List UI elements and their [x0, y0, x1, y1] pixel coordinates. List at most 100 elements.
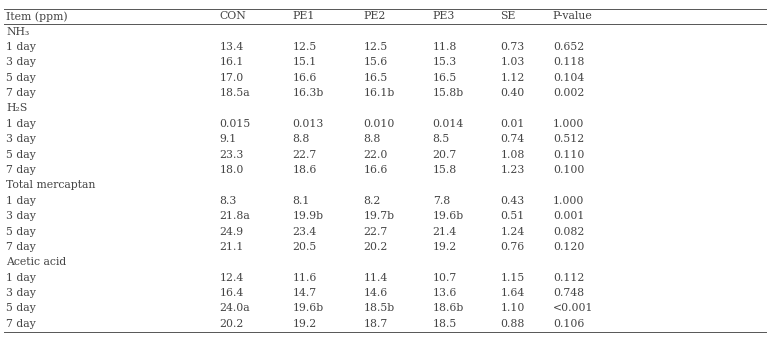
Text: 8.8: 8.8 [293, 134, 310, 144]
Text: 17.0: 17.0 [219, 73, 243, 83]
Text: 0.88: 0.88 [500, 319, 525, 329]
Text: 1 day: 1 day [6, 119, 36, 129]
Text: 0.74: 0.74 [500, 134, 524, 144]
Text: 0.015: 0.015 [219, 119, 251, 129]
Text: P-value: P-value [553, 12, 593, 21]
Text: 15.3: 15.3 [433, 57, 457, 67]
Text: Total mercaptan: Total mercaptan [6, 181, 95, 190]
Text: 21.1: 21.1 [219, 242, 244, 252]
Text: <0.001: <0.001 [553, 303, 594, 313]
Text: 16.1b: 16.1b [363, 88, 395, 98]
Text: 0.51: 0.51 [500, 211, 524, 221]
Text: 5 day: 5 day [6, 226, 36, 237]
Text: 12.4: 12.4 [219, 273, 243, 283]
Text: 16.6: 16.6 [293, 73, 317, 83]
Text: 3 day: 3 day [6, 134, 36, 144]
Text: 16.4: 16.4 [219, 288, 243, 298]
Text: 0.112: 0.112 [553, 273, 584, 283]
Text: 0.110: 0.110 [553, 150, 584, 159]
Text: 11.4: 11.4 [363, 273, 387, 283]
Text: 0.748: 0.748 [553, 288, 584, 298]
Text: 1.000: 1.000 [553, 119, 584, 129]
Text: PE3: PE3 [433, 12, 455, 21]
Text: 19.6b: 19.6b [433, 211, 464, 221]
Text: 0.652: 0.652 [553, 42, 584, 52]
Text: 15.1: 15.1 [293, 57, 316, 67]
Text: 3 day: 3 day [6, 57, 36, 67]
Text: CON: CON [219, 12, 246, 21]
Text: 0.73: 0.73 [500, 42, 524, 52]
Text: 21.4: 21.4 [433, 226, 457, 237]
Text: 7 day: 7 day [6, 242, 36, 252]
Text: 13.4: 13.4 [219, 42, 243, 52]
Text: 1.08: 1.08 [500, 150, 525, 159]
Text: 7.8: 7.8 [433, 196, 450, 206]
Text: 22.0: 22.0 [363, 150, 388, 159]
Text: SE: SE [500, 12, 516, 21]
Text: 15.6: 15.6 [363, 57, 387, 67]
Text: 16.6: 16.6 [363, 165, 388, 175]
Text: 0.76: 0.76 [500, 242, 524, 252]
Text: 0.512: 0.512 [553, 134, 584, 144]
Text: 3 day: 3 day [6, 288, 36, 298]
Text: 8.1: 8.1 [293, 196, 310, 206]
Text: 21.8a: 21.8a [219, 211, 250, 221]
Text: 19.2: 19.2 [433, 242, 457, 252]
Text: 8.2: 8.2 [363, 196, 381, 206]
Text: 0.014: 0.014 [433, 119, 464, 129]
Text: 20.5: 20.5 [293, 242, 316, 252]
Text: 1 day: 1 day [6, 196, 36, 206]
Text: 0.118: 0.118 [553, 57, 584, 67]
Text: 16.5: 16.5 [363, 73, 387, 83]
Text: 5 day: 5 day [6, 73, 36, 83]
Text: 1.12: 1.12 [500, 73, 525, 83]
Text: 20.7: 20.7 [433, 150, 457, 159]
Text: 18.6b: 18.6b [433, 303, 464, 313]
Text: NH₃: NH₃ [6, 27, 29, 37]
Text: 7 day: 7 day [6, 88, 36, 98]
Text: 10.7: 10.7 [433, 273, 457, 283]
Text: 0.082: 0.082 [553, 226, 584, 237]
Text: 12.5: 12.5 [293, 42, 316, 52]
Text: 0.002: 0.002 [553, 88, 584, 98]
Text: 23.4: 23.4 [293, 226, 316, 237]
Text: 22.7: 22.7 [363, 226, 387, 237]
Text: 1.000: 1.000 [553, 196, 584, 206]
Text: 18.0: 18.0 [219, 165, 244, 175]
Text: Item (ppm): Item (ppm) [6, 11, 68, 22]
Text: 19.9b: 19.9b [293, 211, 323, 221]
Text: 0.104: 0.104 [553, 73, 584, 83]
Text: 24.9: 24.9 [219, 226, 243, 237]
Text: 5 day: 5 day [6, 150, 36, 159]
Text: 14.6: 14.6 [363, 288, 387, 298]
Text: 0.013: 0.013 [293, 119, 324, 129]
Text: 1.23: 1.23 [500, 165, 525, 175]
Text: 5 day: 5 day [6, 303, 36, 313]
Text: 8.3: 8.3 [219, 196, 237, 206]
Text: 19.2: 19.2 [293, 319, 316, 329]
Text: 1.24: 1.24 [500, 226, 524, 237]
Text: 15.8b: 15.8b [433, 88, 464, 98]
Text: 18.5b: 18.5b [363, 303, 395, 313]
Text: 0.001: 0.001 [553, 211, 584, 221]
Text: 22.7: 22.7 [293, 150, 316, 159]
Text: 13.6: 13.6 [433, 288, 457, 298]
Text: 0.01: 0.01 [500, 119, 525, 129]
Text: 0.100: 0.100 [553, 165, 584, 175]
Text: 12.5: 12.5 [363, 42, 387, 52]
Text: 11.8: 11.8 [433, 42, 457, 52]
Text: 0.43: 0.43 [500, 196, 524, 206]
Text: 7 day: 7 day [6, 319, 36, 329]
Text: 15.8: 15.8 [433, 165, 457, 175]
Text: 11.6: 11.6 [293, 273, 317, 283]
Text: 14.7: 14.7 [293, 288, 316, 298]
Text: 18.5: 18.5 [433, 319, 457, 329]
Text: 0.106: 0.106 [553, 319, 584, 329]
Text: 7 day: 7 day [6, 165, 36, 175]
Text: 0.120: 0.120 [553, 242, 584, 252]
Text: 1 day: 1 day [6, 273, 36, 283]
Text: 8.8: 8.8 [363, 134, 381, 144]
Text: PE1: PE1 [293, 12, 315, 21]
Text: PE2: PE2 [363, 12, 386, 21]
Text: 16.3b: 16.3b [293, 88, 324, 98]
